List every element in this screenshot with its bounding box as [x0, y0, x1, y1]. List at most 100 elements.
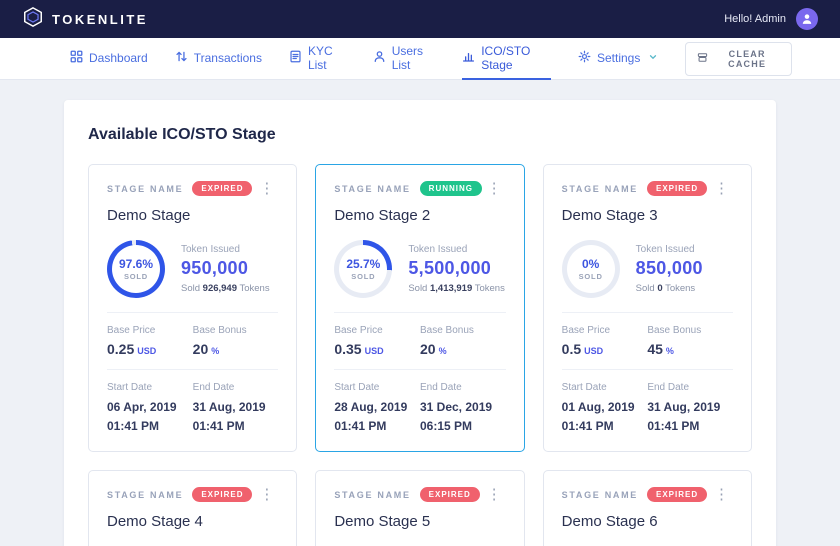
status-badge: EXPIRED: [192, 487, 253, 503]
nav-label: Transactions: [193, 50, 262, 65]
brand-name: TOKENLITE: [52, 11, 148, 27]
dashboard-icon: [70, 50, 83, 66]
tokenlite-logo-icon: [22, 6, 44, 33]
stage-title: Demo Stage 4: [107, 513, 203, 531]
base-bonus-value: 20%: [192, 341, 220, 357]
nav-item-ico-sto-stage[interactable]: ICO/STO Stage: [462, 38, 551, 80]
stage-title: Demo Stage: [107, 207, 191, 224]
base-price-value: 0.25 USD: [107, 341, 157, 357]
clear-cache-button[interactable]: CLEAR CACHE: [685, 41, 792, 76]
clear-cache-label: CLEAR CACHE: [728, 48, 767, 69]
stage-card: STAGE NAME EXPIRED ⋮ Demo Stage 4 0% SOL…: [88, 470, 298, 546]
stage-card-grid: STAGE NAME EXPIRED ⋮ Demo Stage 97.6% SO…: [88, 164, 752, 546]
base-bonus-value: 20%: [419, 341, 447, 357]
main-nav: Dashboard Transactions KYC List Users Li…: [0, 38, 840, 80]
kebab-menu-icon[interactable]: ⋮: [713, 486, 729, 504]
page-title: Available ICO/STO Stage: [88, 126, 276, 143]
sold-caption: SOLD: [351, 272, 376, 281]
kebab-menu-icon[interactable]: ⋮: [486, 486, 502, 504]
content-area: Available ICO/STO Stage STAGE NAME EXPIR…: [0, 80, 840, 546]
base-bonus-label: Base Bonus: [192, 325, 247, 336]
stage-name-label: STAGE NAME: [107, 489, 184, 500]
nav-item-settings[interactable]: Settings: [578, 38, 658, 80]
ico-sto-stage-icon: [462, 50, 475, 66]
status-badge: EXPIRED: [647, 487, 708, 503]
status-badge: EXPIRED: [419, 487, 480, 503]
settings-gear-icon: [578, 50, 591, 66]
base-price-value: 0.5 USD: [561, 341, 604, 357]
base-price-label: Base Price: [334, 325, 383, 336]
end-date-value: 31 Aug, 2019 01:41 PM: [192, 400, 266, 433]
nav-item-dashboard[interactable]: Dashboard: [70, 38, 148, 80]
progress-ring: 25.7% SOLD: [334, 240, 393, 298]
nav-item-transactions[interactable]: Transactions: [175, 38, 262, 80]
transactions-icon: [175, 50, 188, 66]
base-bonus-label: Base Bonus: [647, 325, 702, 336]
nav-item-kyc-list[interactable]: KYC List: [289, 38, 346, 80]
stage-card: STAGE NAME EXPIRED ⋮ Demo Stage 3 0% SOL…: [542, 164, 752, 453]
kebab-menu-icon[interactable]: ⋮: [486, 180, 502, 197]
end-date-label: End Date: [419, 382, 462, 393]
end-date-label: End Date: [647, 382, 690, 393]
kyc-list-icon: [289, 50, 302, 66]
sold-percent: 25.7%: [346, 257, 381, 271]
brand-logo[interactable]: TOKENLITE: [22, 6, 148, 33]
base-bonus-value: 45%: [647, 341, 674, 357]
progress-ring: 0% SOLD: [561, 240, 620, 298]
start-date-value: 01 Aug, 2019 01:41 PM: [561, 400, 635, 433]
sold-caption: SOLD: [578, 272, 603, 281]
nav-item-users-list[interactable]: Users List: [373, 38, 435, 80]
stage-card: STAGE NAME EXPIRED ⋮ Demo Stage 5 0% SOL…: [315, 470, 525, 546]
user-avatar[interactable]: [796, 8, 818, 30]
kebab-menu-icon[interactable]: ⋮: [259, 180, 275, 197]
stage-card-active: STAGE NAME RUNNING ⋮ Demo Stage 2 25.7% …: [315, 164, 525, 453]
stage-title: Demo Stage 3: [561, 207, 658, 224]
kebab-menu-icon[interactable]: ⋮: [713, 180, 729, 197]
stage-card: STAGE NAME EXPIRED ⋮ Demo Stage 6 0% SOL…: [542, 470, 752, 546]
stage-name-label: STAGE NAME: [334, 183, 411, 194]
chevron-down-icon: [648, 51, 658, 65]
token-issued-value: 5,500,000: [408, 258, 492, 278]
end-date-value: 31 Dec, 2019 06:15 PM: [419, 400, 493, 433]
nav-label: Users List: [391, 43, 424, 72]
nav-label: KYC List: [307, 43, 333, 72]
token-issued-label: Token Issued: [408, 244, 468, 255]
cache-box-icon: [697, 52, 708, 65]
stage-panel: Available ICO/STO Stage STAGE NAME EXPIR…: [64, 100, 776, 546]
end-date-value: 31 Aug, 2019 01:41 PM: [647, 400, 721, 433]
token-issued-label: Token Issued: [181, 244, 240, 255]
token-issued-value: 950,000: [181, 258, 249, 278]
sold-percent: 97.6%: [118, 257, 154, 271]
base-price-label: Base Price: [561, 325, 611, 336]
stage-card: STAGE NAME EXPIRED ⋮ Demo Stage 97.6% SO…: [88, 164, 298, 453]
end-date-label: End Date: [192, 382, 235, 393]
base-price-value: 0.35 USD: [334, 341, 384, 357]
sold-caption: SOLD: [123, 272, 149, 281]
sold-percent: 0%: [581, 257, 600, 271]
start-date-value: 06 Apr, 2019 01:41 PM: [107, 400, 177, 433]
sold-tokens-line: Sold 1,413,919 Tokens: [408, 283, 505, 294]
topbar: TOKENLITE Hello! Admin: [0, 0, 840, 38]
start-date-label: Start Date: [334, 382, 380, 393]
token-issued-value: 850,000: [635, 258, 703, 278]
status-badge: EXPIRED: [647, 181, 708, 196]
sold-tokens-line: Sold 926,949 Tokens: [181, 283, 270, 294]
progress-ring: 97.6% SOLD: [107, 240, 165, 298]
nav-label: ICO/STO Stage: [481, 43, 531, 72]
stage-title: Demo Stage 6: [561, 513, 658, 531]
status-badge: RUNNING: [419, 181, 483, 196]
base-bonus-label: Base Bonus: [419, 325, 474, 336]
stage-title: Demo Stage 2: [334, 207, 431, 224]
greeting-text: Hello! Admin: [724, 13, 786, 25]
nav-label: Dashboard: [89, 50, 148, 65]
start-date-label: Start Date: [107, 382, 153, 393]
kebab-menu-icon[interactable]: ⋮: [259, 486, 275, 504]
stage-name-label: STAGE NAME: [561, 489, 638, 500]
users-list-icon: [373, 50, 386, 66]
nav-label: Settings: [596, 50, 641, 65]
start-date-value: 28 Aug, 2019 01:41 PM: [334, 400, 408, 433]
stage-name-label: STAGE NAME: [561, 183, 638, 194]
stage-name-label: STAGE NAME: [107, 183, 184, 194]
base-price-label: Base Price: [107, 325, 156, 336]
status-badge: EXPIRED: [192, 181, 253, 196]
